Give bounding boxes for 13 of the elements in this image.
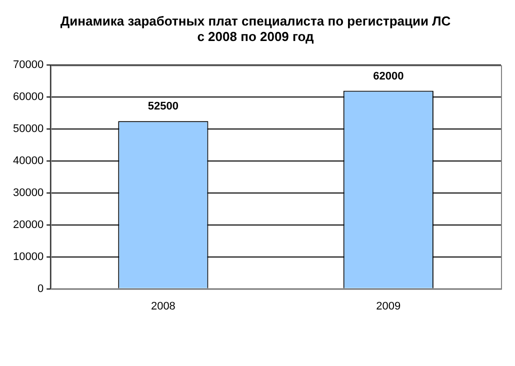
y-tick-label: 60000 [12,91,44,104]
y-tick-label: 70000 [12,59,44,72]
y-tick-label: 50000 [12,123,44,136]
data-label: 62000 [373,70,404,82]
x-tick-label: 2009 [376,300,401,312]
y-tick-label: 10000 [12,250,44,263]
y-tick-label: 40000 [12,155,44,168]
chart-title: Динамика заработных плат специалиста по регистрации ЛС с 2008 по 2009 год [60,13,452,44]
y-tick-label: 30000 [12,187,44,200]
y-tick-label: 20000 [12,218,44,231]
y-tick-label: 0 [37,282,44,295]
data-label: 52500 [148,100,178,113]
x-tick-label: 2008 [150,300,176,312]
